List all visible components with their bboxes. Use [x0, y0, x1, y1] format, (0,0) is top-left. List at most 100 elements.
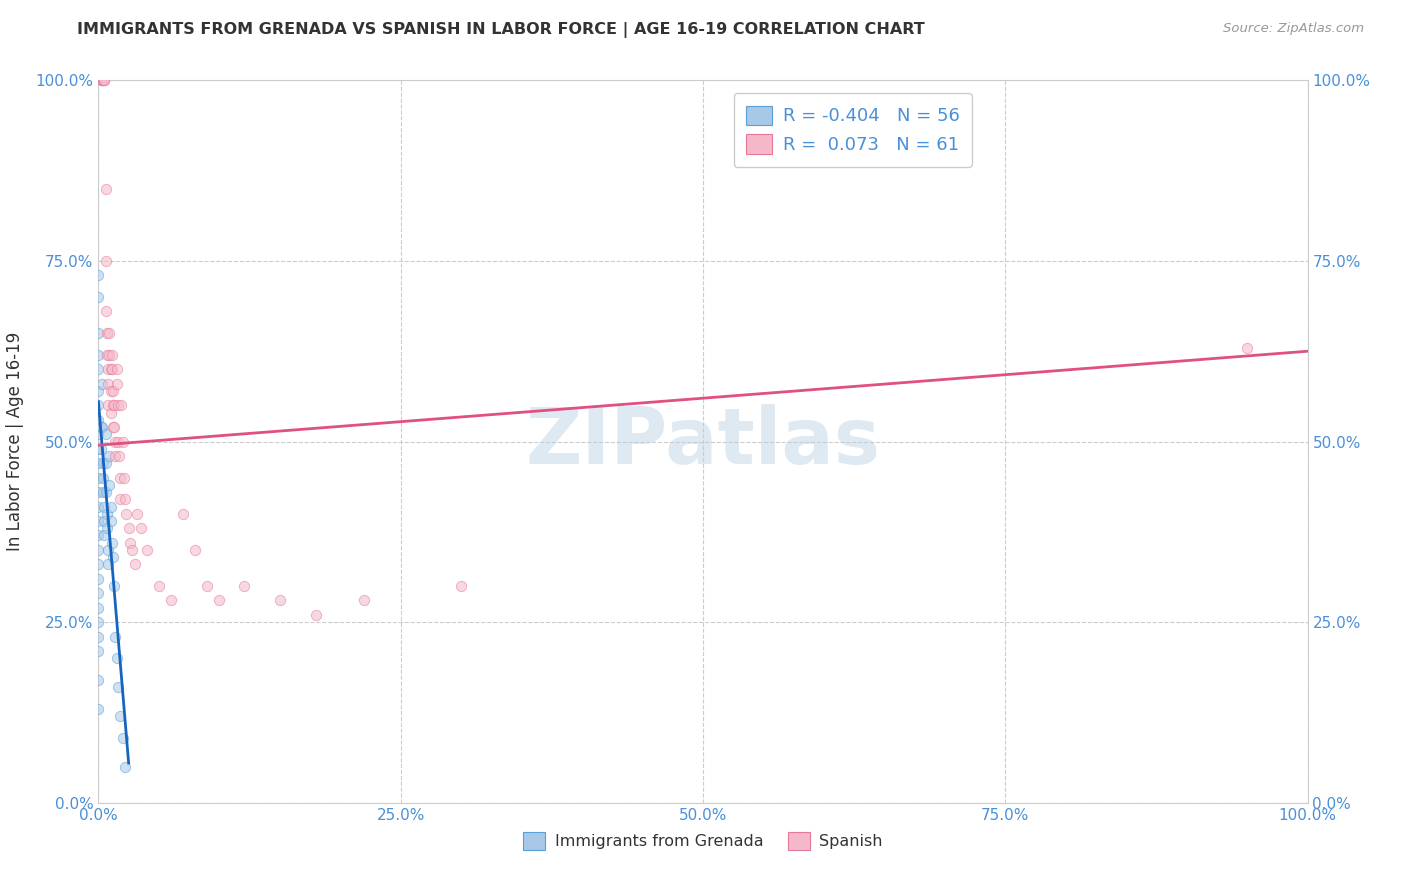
Point	[87, 572, 110, 586]
Point	[87, 500, 110, 514]
Point	[91, 456, 114, 470]
Point	[100, 535, 122, 549]
Point	[87, 348, 110, 362]
Point	[87, 326, 110, 340]
Point	[97, 398, 120, 412]
Point	[87, 290, 110, 304]
Text: IMMIGRANTS FROM GRENADA VS SPANISH IN LABOR FORCE | AGE 16-19 CORRELATION CHART: IMMIGRANTS FROM GRENADA VS SPANISH IN LA…	[77, 22, 925, 38]
Point	[111, 434, 134, 449]
Point	[87, 644, 110, 658]
Point	[91, 73, 114, 87]
Point	[148, 579, 170, 593]
Point	[100, 384, 122, 398]
Point	[98, 326, 121, 340]
Point	[96, 326, 118, 340]
Point	[118, 521, 141, 535]
Point	[108, 492, 131, 507]
Point	[93, 514, 115, 528]
Point	[172, 507, 194, 521]
Point	[93, 73, 115, 87]
Point	[121, 542, 143, 557]
Point	[118, 535, 141, 549]
Point	[111, 731, 134, 745]
Point	[87, 485, 110, 500]
Point	[90, 442, 112, 456]
Point	[195, 579, 218, 593]
Point	[105, 376, 128, 391]
Point	[91, 470, 114, 484]
Point	[98, 478, 121, 492]
Point	[100, 500, 122, 514]
Point	[108, 449, 131, 463]
Point	[96, 507, 118, 521]
Point	[94, 456, 117, 470]
Point	[107, 680, 129, 694]
Point	[97, 558, 120, 572]
Y-axis label: In Labor Force | Age 16-19: In Labor Force | Age 16-19	[7, 332, 24, 551]
Point	[87, 384, 110, 398]
Point	[160, 593, 183, 607]
Point	[114, 760, 136, 774]
Point	[105, 362, 128, 376]
Point	[94, 253, 117, 268]
Point	[93, 500, 115, 514]
Point	[127, 507, 149, 521]
Point	[87, 268, 110, 283]
Point	[107, 398, 129, 412]
Point	[101, 420, 124, 434]
Point	[87, 630, 110, 644]
Point	[87, 427, 110, 442]
Point	[87, 600, 110, 615]
Point	[100, 362, 122, 376]
Point	[103, 398, 125, 412]
Point	[100, 362, 122, 376]
Point	[87, 702, 110, 716]
Point	[129, 521, 152, 535]
Point	[87, 362, 110, 376]
Point	[104, 449, 127, 463]
Point	[91, 485, 114, 500]
Point	[91, 73, 114, 87]
Point	[96, 348, 118, 362]
Point	[100, 406, 122, 420]
Point	[87, 413, 110, 427]
Point	[100, 348, 122, 362]
Point	[97, 362, 120, 376]
Point	[1236, 341, 1258, 355]
Point	[97, 542, 120, 557]
Point	[91, 376, 114, 391]
Point	[96, 521, 118, 535]
Point	[114, 492, 136, 507]
Point	[101, 398, 124, 412]
Point	[104, 434, 127, 449]
Point	[305, 607, 328, 622]
Point	[87, 456, 110, 470]
Point	[91, 420, 114, 434]
Point	[87, 542, 110, 557]
Point	[135, 542, 157, 557]
Point	[104, 630, 127, 644]
Point	[269, 593, 291, 607]
Point	[87, 470, 110, 484]
Point	[105, 651, 128, 665]
Point	[101, 384, 124, 398]
Point	[112, 470, 135, 484]
Point	[87, 615, 110, 630]
Point	[87, 586, 110, 600]
Point	[87, 442, 110, 456]
Point	[87, 398, 110, 412]
Point	[87, 558, 110, 572]
Point	[110, 398, 132, 412]
Legend: Immigrants from Grenada, Spanish: Immigrants from Grenada, Spanish	[516, 826, 890, 856]
Point	[87, 514, 110, 528]
Point	[93, 73, 115, 87]
Point	[232, 579, 254, 593]
Point	[184, 542, 207, 557]
Point	[353, 593, 375, 607]
Point	[94, 485, 117, 500]
Point	[98, 449, 121, 463]
Point	[450, 579, 472, 593]
Point	[91, 73, 114, 87]
Text: Source: ZipAtlas.com: Source: ZipAtlas.com	[1223, 22, 1364, 36]
Point	[93, 528, 115, 542]
